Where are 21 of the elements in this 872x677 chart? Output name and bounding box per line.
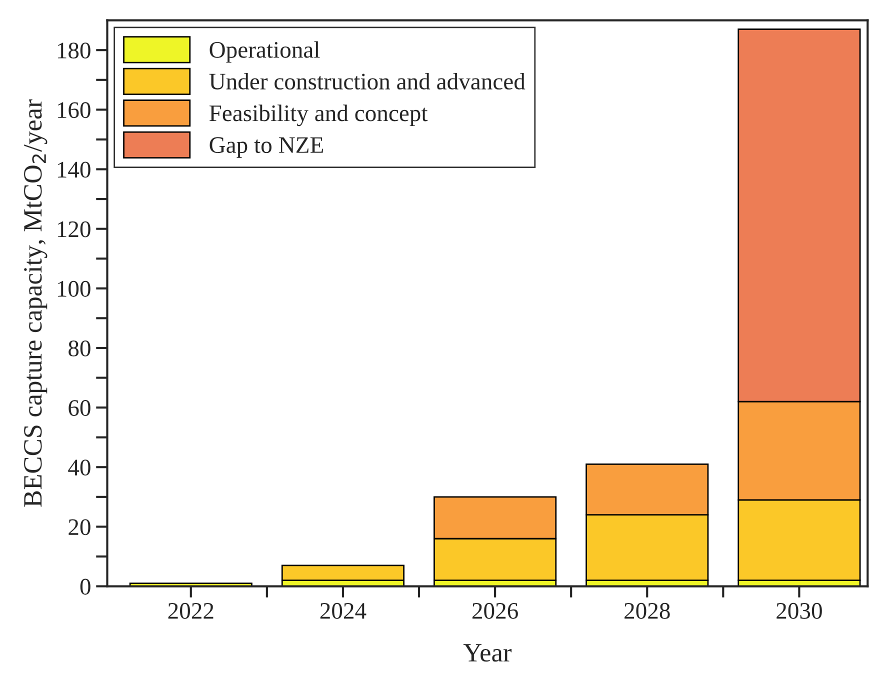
y-tick-label: 20 xyxy=(68,519,90,536)
y-tick-label: 60 xyxy=(68,400,90,416)
legend-label: Gap to NZE xyxy=(210,137,324,158)
legend-label: Under construction and advanced xyxy=(209,72,526,90)
y-tick-label: 80 xyxy=(68,340,90,356)
legend-label: Feasibility and concept xyxy=(209,104,428,126)
x-axis-title: Year xyxy=(463,644,512,662)
x-tick-label: 2026 xyxy=(472,602,518,619)
y-tick-label: 180 xyxy=(58,42,90,59)
x-tick-label: 2028 xyxy=(624,602,670,619)
y-tick-label: 120 xyxy=(58,221,90,238)
y-tick-label: 160 xyxy=(58,102,90,118)
y-tick-label: 40 xyxy=(68,460,90,476)
y-tick-label: 0 xyxy=(80,578,90,595)
x-tick-label: 2024 xyxy=(320,602,366,619)
x-tick-label: 2030 xyxy=(776,602,822,619)
y-axis-title: BECCS capture capacity, MtCO$_{2}$/year xyxy=(24,99,48,507)
y-tick-label: 140 xyxy=(58,162,90,178)
y-tick-label: 100 xyxy=(58,280,90,297)
legend-label: Operational xyxy=(210,41,320,63)
x-tick-label: 2022 xyxy=(168,602,214,619)
